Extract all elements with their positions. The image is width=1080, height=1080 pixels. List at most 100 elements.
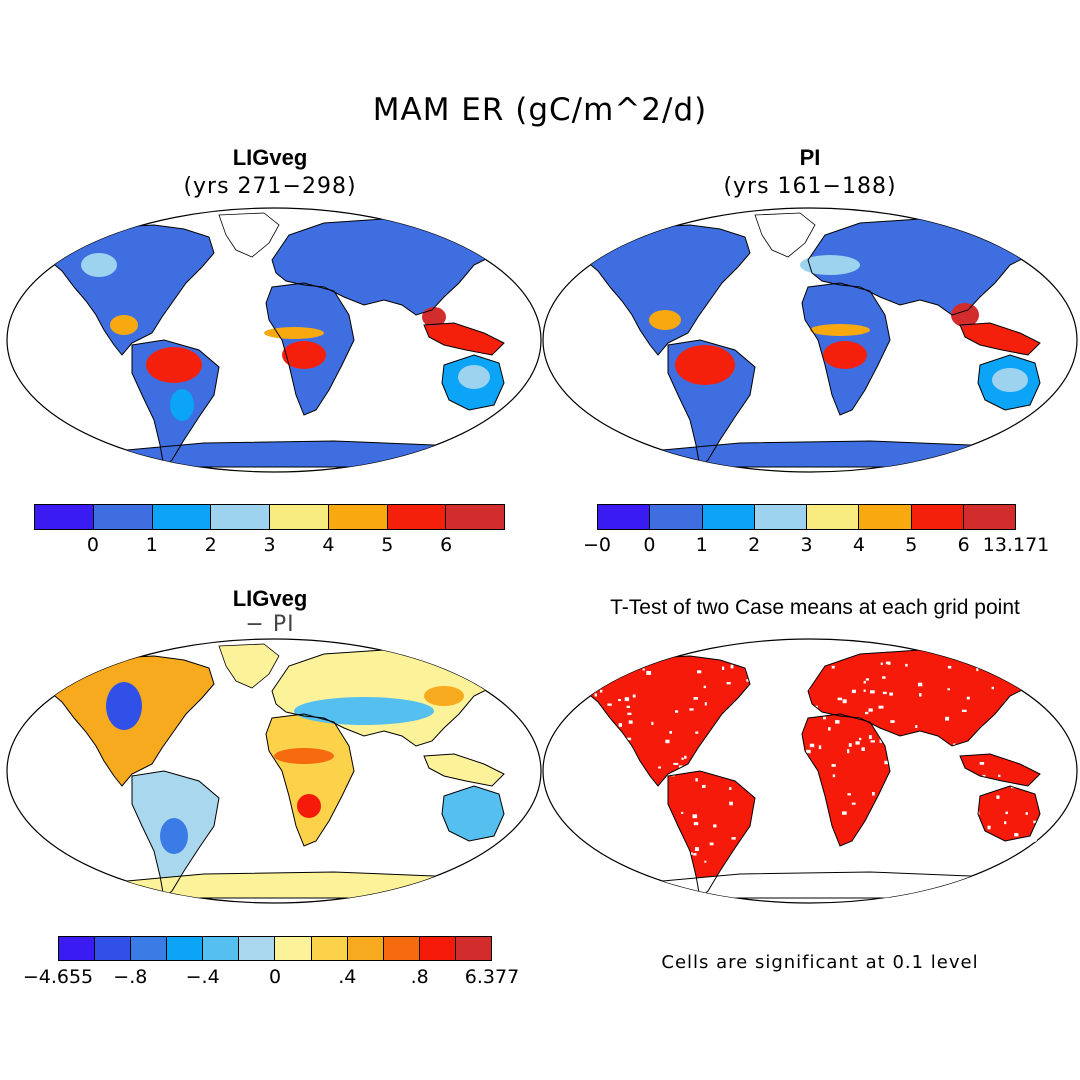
nonsignificant-cell bbox=[987, 825, 991, 830]
nonsignificant-cell bbox=[780, 833, 784, 836]
nonsignificant-cell bbox=[597, 682, 600, 685]
nonsignificant-cell bbox=[618, 830, 623, 834]
nonsignificant-cell bbox=[781, 808, 785, 813]
nonsignificant-cell bbox=[594, 705, 598, 709]
nonsignificant-cell bbox=[872, 792, 875, 796]
colorbar-tick-label: −4.655 bbox=[22, 966, 94, 988]
nonsignificant-cell bbox=[889, 692, 893, 696]
colorbar-swatch bbox=[702, 505, 755, 529]
nonsignificant-cell bbox=[1014, 833, 1019, 837]
nonsignificant-cell bbox=[961, 709, 967, 712]
colorbar-tick-label: 13.171 bbox=[982, 534, 1050, 556]
nonsignificant-cell bbox=[842, 811, 847, 815]
nonsignificant-cell bbox=[945, 716, 950, 721]
nonsignificant-cell bbox=[775, 676, 781, 680]
nonsignificant-cell bbox=[909, 835, 913, 839]
nonsignificant-cell bbox=[908, 795, 911, 800]
nonsignificant-cell bbox=[709, 842, 714, 846]
map-pi bbox=[542, 207, 1078, 473]
nonsignificant-cell bbox=[618, 699, 621, 702]
nonsignificant-cell bbox=[600, 689, 603, 693]
nonsignificant-cell bbox=[882, 676, 886, 679]
colorbar-swatch bbox=[598, 505, 651, 529]
nonsignificant-cell bbox=[851, 689, 856, 694]
nonsignificant-cell bbox=[702, 784, 706, 788]
nonsignificant-cell bbox=[969, 810, 974, 814]
nonsignificant-cell bbox=[865, 678, 869, 681]
nonsignificant-cell bbox=[1034, 839, 1038, 843]
nonsignificant-cell bbox=[572, 729, 576, 733]
nonsignificant-cell bbox=[1025, 661, 1029, 664]
nonsignificant-cell bbox=[681, 757, 684, 760]
panel-title-pi: PI bbox=[799, 145, 821, 170]
nonsignificant-cell bbox=[920, 759, 926, 764]
nonsignificant-cell bbox=[704, 860, 707, 863]
nonsignificant-cell bbox=[976, 838, 982, 843]
nonsignificant-cell bbox=[793, 792, 798, 795]
nonsignificant-cell bbox=[669, 731, 672, 734]
nonsignificant-cell bbox=[1040, 753, 1043, 758]
nonsignificant-cell bbox=[619, 749, 625, 753]
nonsignificant-cell bbox=[942, 799, 945, 804]
colorbar-tick-label: 4 bbox=[852, 534, 865, 556]
nonsignificant-cell bbox=[832, 774, 836, 778]
colorbar-tick-label: 5 bbox=[905, 534, 918, 556]
nonsignificant-cell bbox=[863, 680, 866, 684]
nonsignificant-cell bbox=[991, 686, 994, 690]
significance-note: Cells are significant at 0.1 level bbox=[661, 952, 979, 973]
nonsignificant-cell bbox=[651, 832, 655, 836]
nonsignificant-cell bbox=[835, 720, 840, 724]
nonsignificant-cell bbox=[885, 661, 890, 665]
nonsignificant-cell bbox=[1039, 662, 1042, 666]
nonsignificant-cell bbox=[784, 707, 788, 710]
nonsignificant-cell bbox=[861, 747, 865, 751]
nonsignificant-cell bbox=[675, 710, 679, 713]
nonsignificant-cell bbox=[1025, 812, 1028, 815]
map-diff bbox=[6, 638, 542, 904]
nonsignificant-cell bbox=[902, 814, 907, 817]
nonsignificant-cell bbox=[891, 846, 895, 851]
nonsignificant-cell bbox=[805, 687, 810, 691]
nonsignificant-cell bbox=[1004, 700, 1010, 704]
nonsignificant-cell bbox=[875, 848, 878, 853]
nonsignificant-cell bbox=[868, 708, 873, 712]
nonsignificant-cell bbox=[693, 822, 699, 826]
nonsignificant-cell bbox=[966, 696, 970, 700]
nonsignificant-cell bbox=[793, 806, 796, 810]
colorbar-tick-label: −0 bbox=[582, 534, 612, 556]
nonsignificant-cell bbox=[911, 788, 915, 792]
nonsignificant-cell bbox=[610, 751, 615, 754]
nonsignificant-cell bbox=[938, 808, 943, 811]
nonsignificant-cell bbox=[1036, 718, 1039, 721]
nonsignificant-cell bbox=[625, 805, 630, 810]
nonsignificant-cell bbox=[720, 763, 723, 767]
colorbar-tick-label: −.4 bbox=[185, 966, 220, 988]
nonsignificant-cell bbox=[587, 712, 592, 716]
nonsignificant-cell bbox=[1031, 782, 1035, 786]
nonsignificant-cell bbox=[731, 837, 736, 840]
nonsignificant-cell bbox=[566, 710, 569, 713]
colorbar-tick-label: 6.377 bbox=[464, 966, 520, 988]
nonsignificant-cell bbox=[671, 850, 675, 853]
nonsignificant-cell bbox=[677, 850, 681, 855]
nonsignificant-cell bbox=[865, 711, 869, 715]
nonsignificant-cell bbox=[800, 773, 803, 776]
nonsignificant-cell bbox=[621, 819, 626, 823]
nonsignificant-cell bbox=[851, 802, 856, 805]
nonsignificant-cell bbox=[994, 670, 999, 673]
nonsignificant-cell bbox=[562, 776, 567, 780]
nonsignificant-cell bbox=[809, 743, 815, 748]
nonsignificant-cell bbox=[883, 834, 887, 839]
nonsignificant-cell bbox=[1039, 734, 1044, 739]
colorbar-ligveg bbox=[34, 504, 505, 530]
nonsignificant-cell bbox=[695, 847, 699, 851]
colorbar-tick-label: 3 bbox=[263, 534, 276, 556]
colorbar-tick-label: 3 bbox=[800, 534, 813, 556]
panel-title-ttest: T-Test of two Case means at each grid po… bbox=[610, 596, 1020, 619]
colorbar-swatch bbox=[650, 505, 703, 529]
nonsignificant-cell bbox=[818, 745, 822, 750]
nonsignificant-cell bbox=[692, 814, 698, 819]
nonsignificant-cell bbox=[905, 768, 908, 772]
nonsignificant-cell bbox=[893, 805, 898, 809]
nonsignificant-cell bbox=[658, 766, 661, 769]
